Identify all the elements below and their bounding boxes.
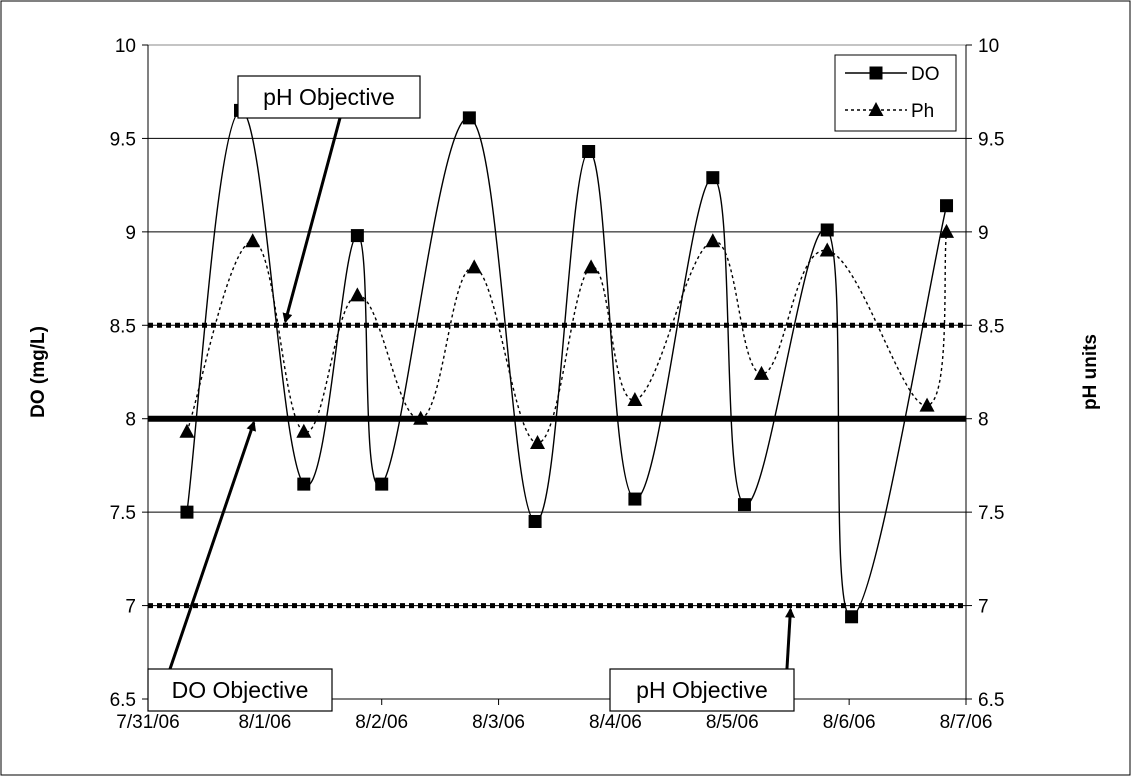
annotations: pH Objective DO Objective pH Objective xyxy=(147,75,795,712)
ph-data-point xyxy=(349,287,365,302)
legend-ph-marker xyxy=(868,102,884,116)
do-data-point xyxy=(350,229,364,243)
annotation-box xyxy=(237,75,421,119)
x-tick-label: 8/2/06 xyxy=(355,712,408,733)
do-data-point xyxy=(940,199,954,213)
y2-tick-label: 9 xyxy=(978,223,989,244)
ph-data-point xyxy=(754,365,769,380)
y2-tick-label: 9.5 xyxy=(978,129,1004,150)
y-tick-label: 10 xyxy=(115,36,136,57)
y2-tick-label: 7 xyxy=(978,597,989,618)
y-tick-label: 8.5 xyxy=(110,316,136,337)
x-tick-label: 8/7/06 xyxy=(940,712,993,733)
x-tick-label: 8/4/06 xyxy=(589,712,642,733)
y-tick-label: 9 xyxy=(125,223,136,244)
annotation-arrow xyxy=(168,420,256,670)
y-tick-label: 7.5 xyxy=(110,503,136,524)
ph-data-point xyxy=(705,233,721,248)
reference-lines xyxy=(148,322,966,609)
do-data-point xyxy=(845,610,859,624)
ph-data-point xyxy=(939,223,955,238)
ph-series-line xyxy=(186,231,948,444)
ph-data-point xyxy=(530,435,546,450)
ph-data-point xyxy=(466,259,482,274)
do-data-point xyxy=(462,111,476,125)
ph-data-point xyxy=(583,259,599,274)
do-data-point xyxy=(297,477,311,491)
y-tick-label: 6.5 xyxy=(110,690,136,711)
axes: 6.5 7 7.5 8 8.5 9 9.5 10 6.5 7 7.5 8 8.5 9 9.5 10 7/31/0… xyxy=(110,36,1005,733)
x-tick-label: 8/1/06 xyxy=(238,712,291,733)
ph-data-point xyxy=(245,233,261,248)
legend-do-marker xyxy=(869,66,883,80)
y-tick-label: 9.5 xyxy=(110,129,136,150)
y2-tick-label: 8 xyxy=(978,410,989,431)
series-layer xyxy=(179,103,955,624)
ph-data-point xyxy=(179,423,195,438)
annotation-box xyxy=(609,668,795,712)
y2-tick-label: 7.5 xyxy=(978,503,1004,524)
x-tick-label: 7/31/06 xyxy=(116,712,179,733)
annotation-label: pH Objective xyxy=(263,84,395,110)
y2-tick-label: 10 xyxy=(978,36,999,57)
do-data-point xyxy=(582,145,596,159)
x-tick-label: 8/3/06 xyxy=(472,712,525,733)
do-data-point xyxy=(706,171,720,185)
annotation-label: pH Objective xyxy=(636,677,768,703)
ph-data-point xyxy=(296,423,312,438)
legend: DO Ph xyxy=(834,54,957,132)
do-data-point xyxy=(820,223,834,237)
annotation-box xyxy=(147,668,333,712)
do-data-point xyxy=(628,492,642,506)
do-data-point xyxy=(528,514,542,528)
ph-data-point xyxy=(919,397,935,412)
y2-axis-title: pH units xyxy=(1080,334,1101,410)
annotation-arrow xyxy=(282,117,342,324)
x-tick-label: 8/5/06 xyxy=(706,712,759,733)
ph-data-point xyxy=(819,242,835,257)
y2-tick-label: 6.5 xyxy=(978,690,1004,711)
legend-do-label: DO xyxy=(911,64,940,85)
do-data-point xyxy=(180,505,194,519)
do-data-point xyxy=(375,477,389,491)
x-tick-label: 8/6/06 xyxy=(823,712,876,733)
annotation-label: DO Objective xyxy=(172,677,309,703)
y-tick-label: 7 xyxy=(125,597,136,618)
y-tick-label: 8 xyxy=(125,410,136,431)
legend-ph-label: Ph xyxy=(911,101,934,122)
ph-data-point xyxy=(627,392,643,407)
ph-data-point xyxy=(413,410,429,425)
legend-box xyxy=(834,54,957,132)
do-data-point xyxy=(737,498,751,512)
y-axis-title: DO (mg/L) xyxy=(28,326,49,418)
y2-tick-label: 8.5 xyxy=(978,316,1004,337)
